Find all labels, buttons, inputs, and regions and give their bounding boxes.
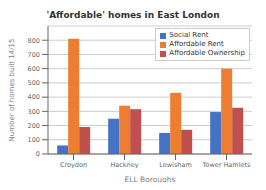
svg-text:800: 800 [28,37,40,45]
svg-text:500: 500 [28,79,40,87]
svg-text:ELL Boroughs: ELL Boroughs [125,175,176,182]
svg-text:400: 400 [28,93,40,101]
svg-text:Lewisham: Lewisham [159,161,191,169]
svg-text:300: 300 [28,108,40,116]
svg-text:Number of homes built 14/15: Number of homes built 14/15 [8,39,16,142]
svg-text:600: 600 [28,65,40,73]
svg-text:Hackney: Hackney [110,161,138,169]
svg-text:0: 0 [36,150,40,158]
svg-text:700: 700 [28,51,40,59]
svg-text:Croydon: Croydon [60,161,87,169]
svg-text:100: 100 [28,136,40,144]
html-text:'Affordable' homes in East Lon: 'Affordable' homes in East London [46,10,220,20]
svg-text:Tower Hamlets: Tower Hamlets [202,161,251,169]
html-text:Affordable Ownership: Affordable Ownership [169,49,245,57]
svg-text:200: 200 [28,122,40,130]
html-text:Affordable Rent: Affordable Rent [169,40,224,48]
html-text:Social Rent: Social Rent [169,31,209,39]
